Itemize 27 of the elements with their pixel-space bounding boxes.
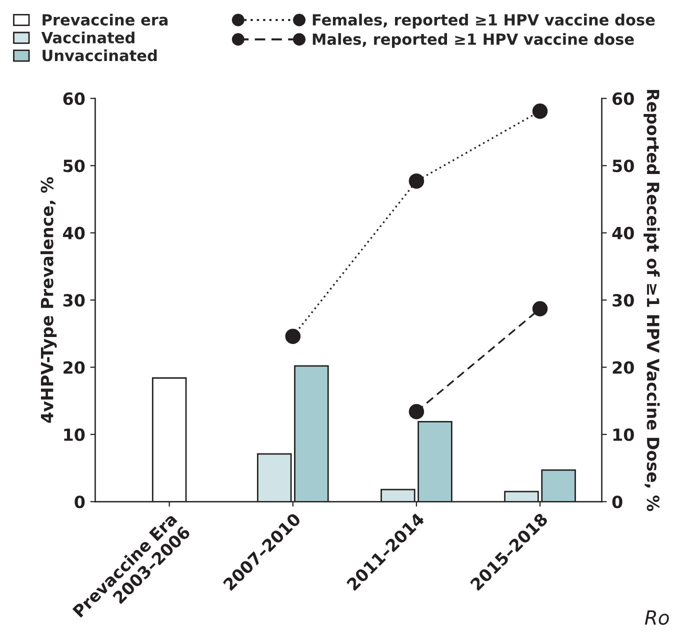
legend-label: Vaccinated <box>41 32 134 44</box>
point <box>532 301 548 316</box>
y2-tick-label: 30 <box>612 294 634 307</box>
y-tick-label: 40 <box>63 226 85 240</box>
legend-label: Females, reported ≥1 HPV vaccine dose <box>312 14 655 29</box>
y2-tick-label: 40 <box>612 226 634 240</box>
y-tick-label: 20 <box>64 361 85 374</box>
legend-label: Prevaccine era <box>42 14 168 26</box>
point <box>408 173 424 189</box>
y2-tick-label: 60 <box>612 92 634 105</box>
y2-axis-title: Reported Receipt of ≥1 HPV Vaccine Dose, % <box>644 90 660 512</box>
point <box>408 404 424 420</box>
y2-tick-label: 50 <box>612 160 634 172</box>
y2-tick-label: 0 <box>612 496 622 508</box>
legend-label: Males, reported ≥1 HPV vaccine dose <box>312 33 634 48</box>
y-tick-label: 50 <box>64 160 85 172</box>
y-axis-title: 4vHPV-Type Prevalence, % <box>40 177 57 423</box>
y-tick-label: 0 <box>74 496 85 508</box>
y-tick-label: 10 <box>64 428 85 442</box>
y-tick-label: 60 <box>63 92 85 105</box>
legend-label: Unvaccinated <box>42 49 157 62</box>
point <box>532 104 548 119</box>
y2-tick-label: 20 <box>612 361 634 374</box>
y-tick-label: 30 <box>63 294 85 307</box>
text: Ro <box>644 610 669 625</box>
y2-tick-label: 10 <box>613 428 634 442</box>
point <box>285 328 301 344</box>
